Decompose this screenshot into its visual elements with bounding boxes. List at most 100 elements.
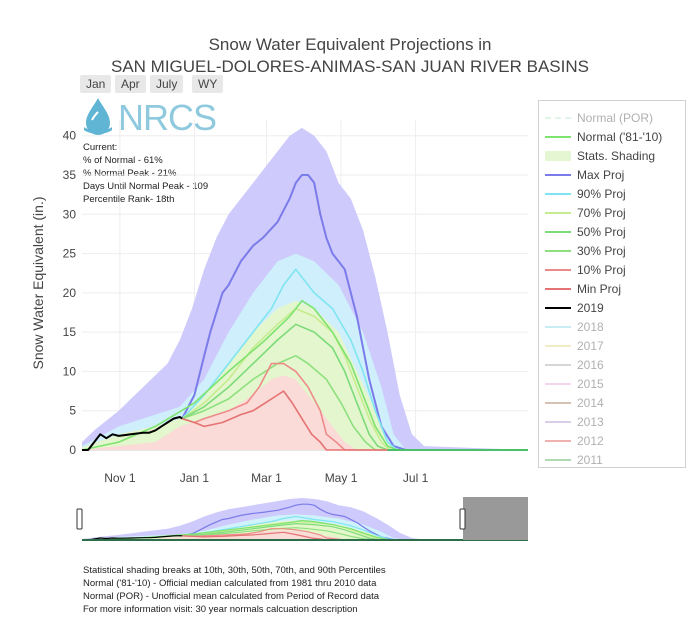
legend-item-min-proj[interactable]: Min Proj — [545, 280, 621, 298]
legend-swatch — [545, 455, 571, 465]
y-tick-label: 15 — [63, 325, 77, 339]
legend-swatch — [545, 170, 571, 180]
legend-swatch — [545, 189, 571, 199]
series-line-2019 — [82, 416, 183, 451]
range-navigator — [76, 497, 528, 541]
legend-item-10-proj[interactable]: 10% Proj — [545, 261, 626, 279]
x-tick-label: Jan 1 — [180, 471, 210, 485]
legend-item-50-proj[interactable]: 50% Proj — [545, 223, 626, 241]
nrcs-logo[interactable] — [80, 96, 116, 143]
legend-label: 50% Proj — [577, 225, 626, 239]
nav-series-line — [182, 527, 528, 541]
y-tick-label: 5 — [69, 404, 76, 418]
legend-label: 90% Proj — [577, 187, 626, 201]
nav-series-line — [182, 503, 528, 541]
x-tick-label: Jul 1 — [403, 471, 429, 485]
legend-item-normal-81-10-[interactable]: Normal ('81-'10) — [545, 128, 662, 146]
series-line-50-proj — [181, 323, 528, 451]
legend-swatch — [545, 151, 571, 161]
pct-normal-peak: % Normal Peak - 21% — [83, 168, 177, 179]
legend-label: Stats. Shading — [577, 149, 656, 163]
series-line-70-proj — [181, 307, 528, 451]
legend-swatch — [545, 322, 571, 332]
current-label: Current: — [83, 142, 118, 153]
range-button-wy[interactable]: WY — [192, 75, 224, 93]
series-line-max-proj — [181, 174, 528, 451]
legend-label: 2018 — [577, 320, 604, 334]
legend-swatch — [545, 132, 571, 142]
legend-item-70-proj[interactable]: 70% Proj — [545, 204, 626, 222]
nav-series-line — [182, 520, 528, 541]
legend-swatch — [545, 360, 571, 370]
legend-label: Normal (POR) — [577, 111, 654, 125]
legend-item-2016[interactable]: 2016 — [545, 356, 604, 374]
legend-label: 70% Proj — [577, 206, 626, 220]
legend-swatch — [545, 113, 571, 123]
legend-item-2014[interactable]: 2014 — [545, 394, 604, 412]
y-tick-label: 30 — [63, 207, 77, 221]
legend-label: 2015 — [577, 377, 604, 391]
range-button-jan[interactable]: Jan — [80, 75, 112, 93]
water-drop-icon — [84, 98, 112, 135]
nav-series-line — [182, 531, 528, 541]
legend-item-normal-por-[interactable]: Normal (POR) — [545, 109, 653, 127]
legend-item-2018[interactable]: 2018 — [545, 318, 604, 336]
legend-item-max-proj[interactable]: Max Proj — [545, 166, 624, 184]
chart-title-line2: SAN MIGUEL-DOLORES-ANIMAS-SAN JUAN RIVER… — [111, 57, 589, 76]
pct-normal: % of Normal - 61% — [83, 155, 163, 166]
legend-label: 2019 — [577, 301, 604, 315]
legend-swatch — [545, 208, 571, 218]
legend-label: 2014 — [577, 396, 604, 410]
y-tick-label: 40 — [63, 129, 77, 143]
series-line-90-proj — [181, 268, 528, 451]
y-tick-label: 25 — [63, 247, 77, 261]
series-line-30-proj — [181, 354, 528, 451]
footnote-normal-8110: Normal ('81-'10) - Official median calcu… — [83, 578, 377, 589]
footnote-normal-por: Normal (POR) - Unofficial mean calculate… — [83, 591, 380, 602]
nav-series-line — [81, 519, 528, 541]
legend-swatch — [545, 417, 571, 427]
legend-label: Max Proj — [577, 168, 625, 182]
nav-mask — [463, 497, 528, 540]
nav-series-line — [82, 535, 183, 541]
legend-item-2017[interactable]: 2017 — [545, 337, 604, 355]
band-70-shading — [82, 300, 528, 450]
legend-item-2015[interactable]: 2015 — [545, 375, 604, 393]
x-tick-label: Nov 1 — [104, 471, 136, 485]
legend-label: Min Proj — [577, 282, 622, 296]
series-line-normal-81-10- — [81, 299, 528, 451]
legend-item-30-proj[interactable]: 30% Proj — [545, 242, 626, 260]
range-button-july[interactable]: July — [150, 75, 184, 93]
legend-swatch — [545, 265, 571, 275]
y-tick-label: 20 — [63, 286, 77, 300]
nav-band — [82, 530, 528, 540]
legend-swatch — [545, 436, 571, 446]
legend-label: 2012 — [577, 434, 604, 448]
legend-swatch — [545, 379, 571, 389]
legend-item-stats-shading[interactable]: Stats. Shading — [545, 147, 655, 165]
legend-swatch — [545, 398, 571, 408]
band-90-shading — [82, 253, 528, 450]
days-until-peak: Days Until Normal Peak - 109 — [83, 181, 209, 192]
footnote-more-info: For more information visit: 30 year norm… — [83, 604, 358, 615]
legend-item-2012[interactable]: 2012 — [545, 432, 604, 450]
legend-label: 2016 — [577, 358, 604, 372]
range-button-apr[interactable]: Apr — [115, 75, 146, 93]
legend-item-2013[interactable]: 2013 — [545, 413, 604, 431]
nrcs-logo-text: NRCS — [118, 97, 217, 138]
footnote-shading: Statistical shading breaks at 10th, 30th… — [83, 565, 386, 576]
chart-legend: Normal (POR) Normal ('81-'10) Stats. Shadi… — [538, 100, 686, 468]
legend-label: Normal ('81-'10) — [577, 130, 663, 144]
footnotes: Statistical shading breaks at 10th, 30th… — [83, 564, 386, 616]
series-line-min-proj — [181, 390, 528, 451]
nav-handle-left[interactable] — [76, 508, 83, 530]
legend-item-2019[interactable]: 2019 — [545, 299, 604, 317]
x-tick-label: Mar 1 — [251, 471, 282, 485]
nav-handle-right[interactable] — [459, 508, 466, 530]
y-axis-label: Snow Water Equivalent (in.) — [30, 196, 46, 370]
legend-item-90-proj[interactable]: 90% Proj — [545, 185, 626, 203]
legend-label: 10% Proj — [577, 263, 626, 277]
x-tick-label: May 1 — [325, 471, 358, 485]
legend-label: 2013 — [577, 415, 604, 429]
legend-item-2011[interactable]: 2011 — [545, 451, 603, 469]
